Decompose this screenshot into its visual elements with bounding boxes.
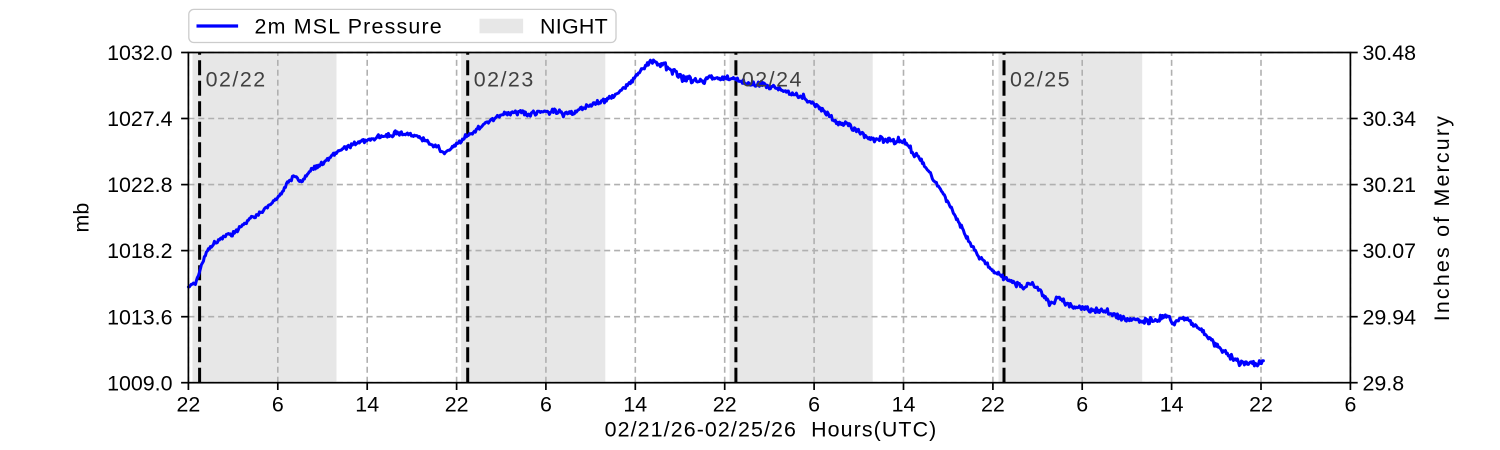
svg-text:22: 22 (177, 393, 201, 417)
svg-text:30.21: 30.21 (1363, 173, 1417, 197)
svg-text:22: 22 (445, 393, 469, 417)
svg-text:6: 6 (540, 393, 552, 417)
svg-text:NIGHT: NIGHT (540, 15, 608, 39)
svg-text:02/25: 02/25 (1010, 68, 1071, 92)
svg-text:30.34: 30.34 (1363, 107, 1417, 131)
svg-text:1027.4: 1027.4 (107, 107, 173, 131)
svg-text:29.8: 29.8 (1363, 371, 1405, 395)
svg-text:14: 14 (355, 393, 379, 417)
svg-text:02/22: 02/22 (206, 68, 267, 92)
svg-text:14: 14 (623, 393, 647, 417)
svg-text:1022.8: 1022.8 (107, 173, 172, 197)
svg-text:1018.2: 1018.2 (107, 239, 172, 263)
svg-text:02/21/26-02/25/26 Hours(UTC): 02/21/26-02/25/26 Hours(UTC) (605, 418, 938, 442)
svg-text:6: 6 (1344, 393, 1356, 417)
svg-text:29.94: 29.94 (1363, 305, 1417, 329)
svg-text:30.48: 30.48 (1363, 41, 1417, 65)
svg-text:14: 14 (892, 393, 916, 417)
svg-text:1013.6: 1013.6 (107, 305, 172, 329)
svg-text:22: 22 (713, 393, 737, 417)
svg-text:02/24: 02/24 (742, 68, 803, 92)
svg-text:6: 6 (1076, 393, 1088, 417)
svg-text:2m MSL Pressure: 2m MSL Pressure (255, 15, 443, 39)
svg-text:1032.0: 1032.0 (107, 41, 173, 65)
svg-text:6: 6 (272, 393, 284, 417)
svg-text:02/23: 02/23 (474, 68, 535, 92)
svg-text:22: 22 (1249, 393, 1273, 417)
svg-text:30.07: 30.07 (1363, 239, 1417, 263)
svg-text:14: 14 (1160, 393, 1184, 417)
svg-text:1009.0: 1009.0 (107, 371, 173, 395)
svg-text:6: 6 (808, 393, 820, 417)
svg-text:22: 22 (981, 393, 1005, 417)
svg-text:Inches of Mercury: Inches of Mercury (1430, 114, 1454, 321)
svg-text:mb: mb (70, 203, 94, 233)
